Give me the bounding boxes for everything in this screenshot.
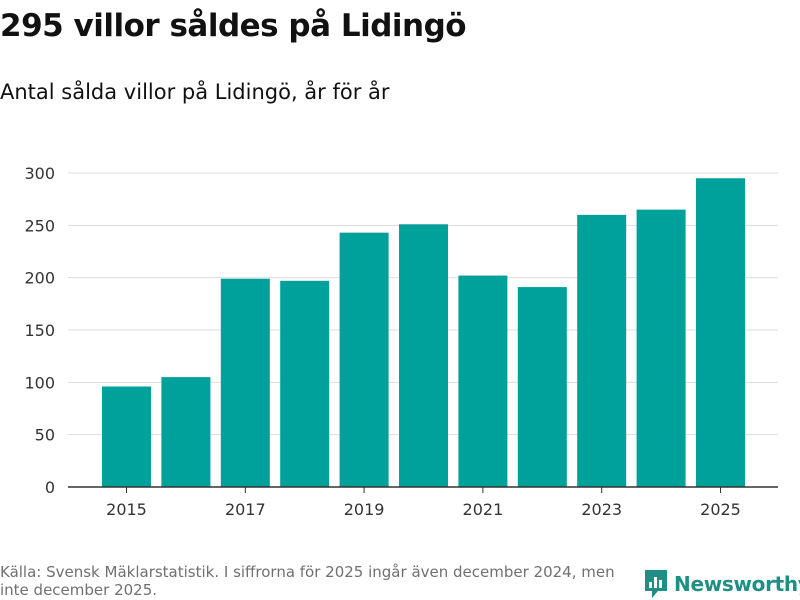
y-tick-label: 200 [24,269,55,288]
x-tick-label: 2025 [700,500,741,519]
x-tick-label: 2019 [344,500,385,519]
x-tick-label: 2021 [463,500,504,519]
bar-2022 [517,287,567,487]
bar-2016 [161,377,211,487]
newsworthy-logo[interactable]: Newsworthy [644,569,800,599]
bar-2017 [220,278,270,487]
bar-2024 [636,209,686,487]
source-note: Källa: Svensk Mäklarstatistik. I siffror… [0,563,615,599]
bar-2023 [577,214,627,487]
x-tick-label: 2023 [581,500,622,519]
bar-chart: 0 50 100 150 200 250 300 2015 2017 2019 2021 2023 20… [24,164,778,519]
bar-2025 [696,178,745,487]
bar-2015 [102,386,151,487]
y-tick-label: 0 [45,478,55,497]
newsworthy-logo-text: Newsworthy [674,572,800,596]
y-tick-label: 250 [24,216,55,235]
y-tick-label: 50 [35,426,55,445]
chart-title: 295 villor såldes på Lidingö [0,8,467,44]
newsworthy-logo-icon [645,570,667,598]
chart-subtitle: Antal sålda villor på Lidingö, år för år [0,80,390,104]
x-tick-label: 2017 [225,500,266,519]
bar-2018 [280,280,330,487]
y-tick-label: 150 [24,321,55,340]
y-tick-label: 100 [24,373,55,392]
x-tick-label: 2015 [106,500,147,519]
bar-2021 [458,275,508,487]
bar-2020 [399,224,448,487]
bar-2019 [339,232,389,487]
y-tick-label: 300 [24,164,55,183]
